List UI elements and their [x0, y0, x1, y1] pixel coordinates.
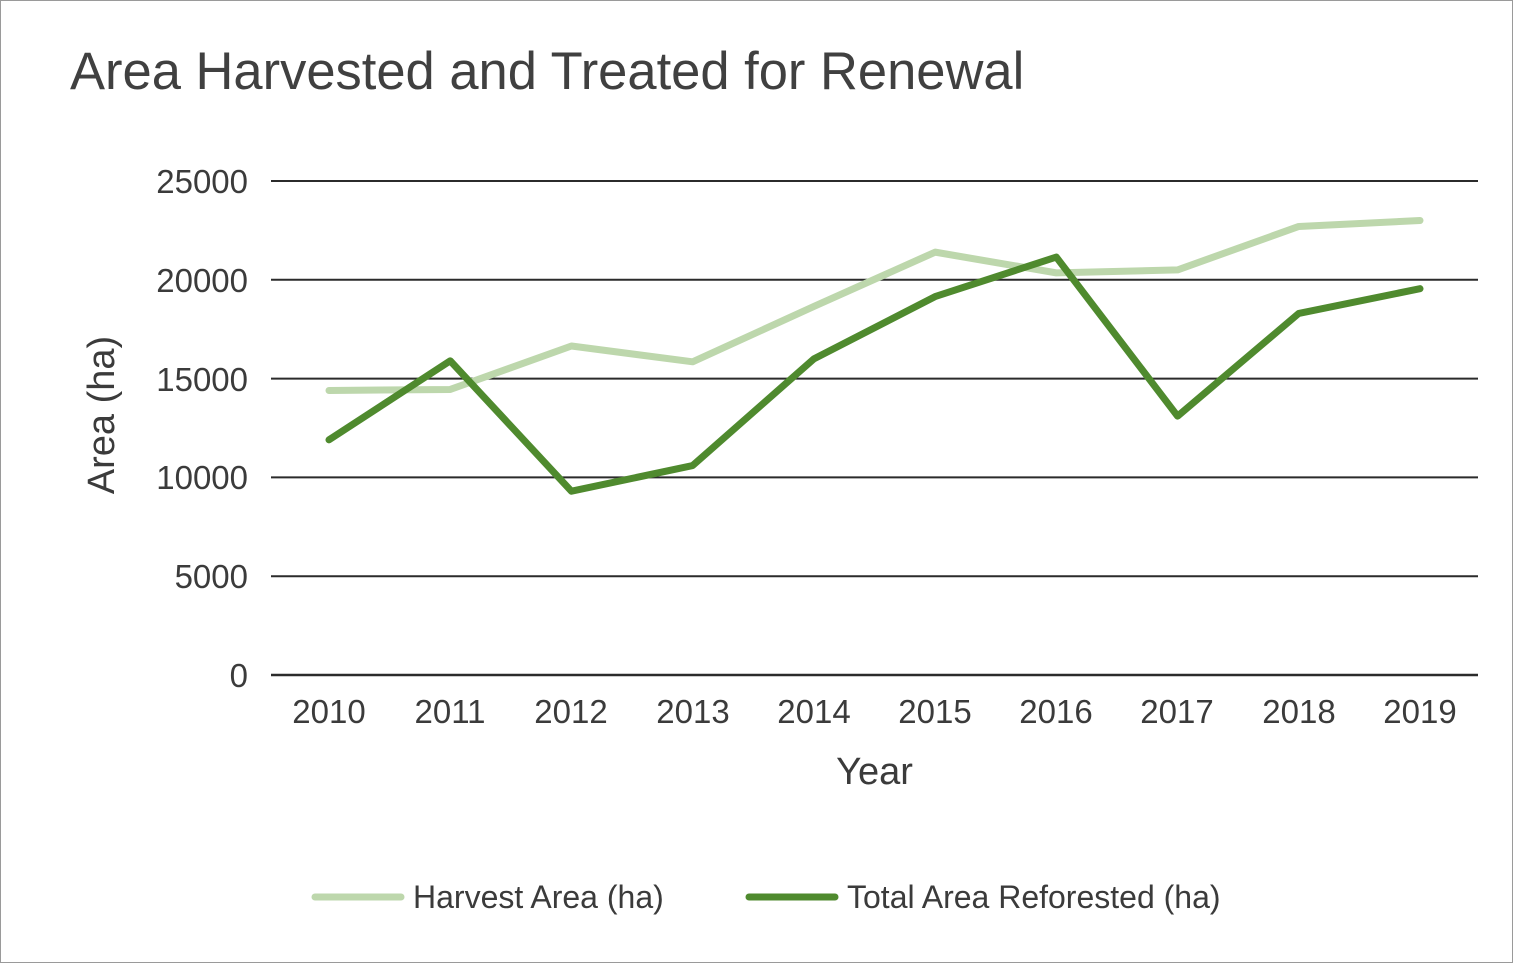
svg-text:Total Area Reforested (ha): Total Area Reforested (ha) — [847, 879, 1221, 915]
svg-text:10000: 10000 — [156, 459, 248, 496]
svg-text:Harvest Area (ha): Harvest Area (ha) — [413, 879, 664, 915]
svg-text:2015: 2015 — [898, 693, 971, 730]
svg-text:2018: 2018 — [1262, 693, 1335, 730]
svg-text:2019: 2019 — [1383, 693, 1456, 730]
svg-text:20000: 20000 — [156, 262, 248, 299]
svg-text:2011: 2011 — [415, 693, 486, 730]
svg-text:2010: 2010 — [292, 693, 365, 730]
svg-text:2017: 2017 — [1140, 693, 1213, 730]
svg-text:2016: 2016 — [1019, 693, 1092, 730]
svg-text:25000: 25000 — [156, 163, 248, 200]
svg-text:2013: 2013 — [656, 693, 729, 730]
svg-text:0: 0 — [230, 657, 248, 694]
svg-text:5000: 5000 — [175, 558, 248, 595]
svg-text:2014: 2014 — [777, 693, 850, 730]
svg-text:15000: 15000 — [156, 361, 248, 398]
svg-text:2012: 2012 — [534, 693, 607, 730]
